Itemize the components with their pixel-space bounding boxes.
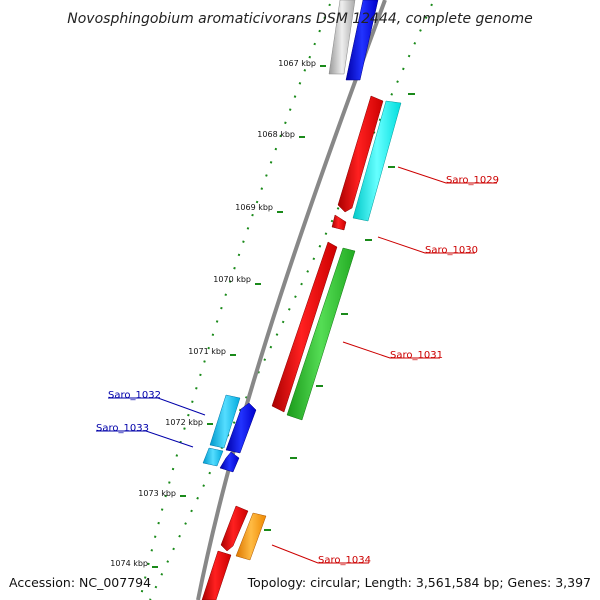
gene-feature-blue-top[interactable] xyxy=(345,0,379,81)
gene-feature-orange-1034[interactable] xyxy=(235,512,267,561)
gene-feature-lightblue-1033[interactable] xyxy=(202,447,224,467)
gene-feature-blue-1033[interactable] xyxy=(219,451,240,473)
gene-label-saro-1030[interactable]: Saro_1030 xyxy=(425,245,478,256)
leader-saro-1030 xyxy=(377,236,475,254)
kbp-label: 1068 kbp xyxy=(257,130,295,139)
gene-feature-red-1034[interactable] xyxy=(220,505,249,552)
scale-dotted-lines xyxy=(139,3,433,600)
gene-label-saro-1029[interactable]: Saro_1029 xyxy=(446,175,499,186)
leader-saro-1034 xyxy=(271,544,369,564)
gene-label-saro-1034[interactable]: Saro_1034 xyxy=(318,555,371,566)
kbp-labels: 1067 kbp 1068 kbp 1069 kbp 1070 kbp 1071… xyxy=(110,59,316,568)
gene-feature-red-bottom[interactable] xyxy=(201,550,232,600)
outer-scale-line xyxy=(149,3,433,600)
leader-saro-1033 xyxy=(96,430,194,448)
leader-saro-1029 xyxy=(397,166,497,184)
kbp-label: 1070 kbp xyxy=(213,275,251,284)
gene-feature-red-1030[interactable] xyxy=(331,214,347,231)
kbp-label: 1067 kbp xyxy=(278,59,316,68)
kbp-label: 1073 kbp xyxy=(138,489,176,498)
gene-feature-cyan-1029[interactable] xyxy=(352,100,402,222)
topology-text: Topology: circular; Length: 3,561,584 bp… xyxy=(247,575,591,590)
kbp-label: 1074 kbp xyxy=(110,559,148,568)
backbone-arc xyxy=(196,0,387,600)
kbp-ticks xyxy=(152,65,415,568)
kbp-label: 1069 kbp xyxy=(235,203,273,212)
accession-text: Accession: NC_007794 xyxy=(9,575,151,590)
map-title: Novosphingobium aromaticivorans DSM 1244… xyxy=(67,11,532,27)
gene-label-saro-1031[interactable]: Saro_1031 xyxy=(390,350,443,361)
gene-features xyxy=(201,0,402,600)
gene-feature-lightblue-1032[interactable] xyxy=(209,394,241,449)
kbp-label: 1071 kbp xyxy=(188,347,226,356)
label-leaders xyxy=(96,166,497,564)
leader-saro-1032 xyxy=(108,397,206,416)
gene-feature-green-1031[interactable] xyxy=(286,247,356,421)
gene-labels: Saro_1029 Saro_1030 Saro_1031 Saro_1032 … xyxy=(96,175,499,566)
gene-label-saro-1032[interactable]: Saro_1032 xyxy=(108,390,161,401)
gene-feature-red-1031[interactable] xyxy=(271,241,338,413)
kbp-label: 1072 kbp xyxy=(165,418,203,427)
gene-feature-red-1029[interactable] xyxy=(337,95,384,213)
gene-label-saro-1033[interactable]: Saro_1033 xyxy=(96,423,149,434)
leader-saro-1031 xyxy=(342,341,440,359)
gene-feature-blue-1032[interactable] xyxy=(225,402,257,454)
gene-feature-gray[interactable] xyxy=(328,0,356,75)
